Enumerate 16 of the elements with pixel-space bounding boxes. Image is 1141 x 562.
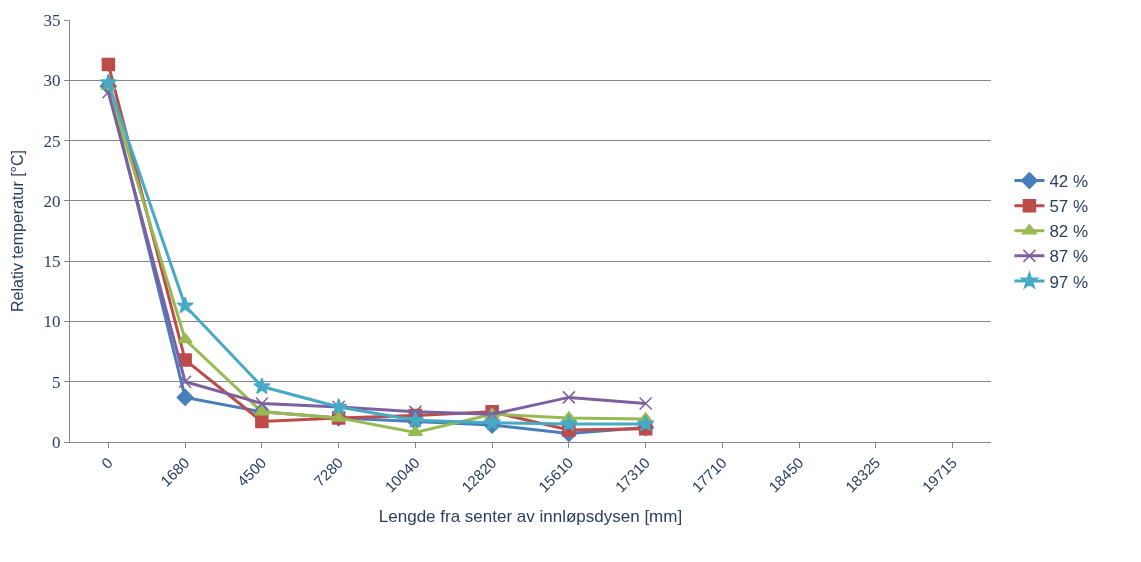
y-tick-label: 0 xyxy=(52,432,61,452)
y-tick-label: 5 xyxy=(52,372,61,392)
legend-label: 87 % xyxy=(1049,247,1089,267)
y-tick-label: 35 xyxy=(43,10,61,30)
legend-label: 82 % xyxy=(1049,222,1089,242)
y-tick-label: 10 xyxy=(43,312,61,332)
x-axis-title: Lengde fra senter av innløpsdysen [mm] xyxy=(378,506,683,526)
legend-label: 97 % xyxy=(1049,272,1089,292)
y-tick-label: 30 xyxy=(43,71,61,91)
legend-label: 42 % xyxy=(1049,172,1089,192)
y-tick-label: 20 xyxy=(43,191,61,211)
legend-label: 57 % xyxy=(1049,197,1089,217)
x-tick-label: 0 xyxy=(97,453,116,472)
y-axis-title: Relativ temperatur [°C] xyxy=(9,149,27,313)
y-tick-label: 25 xyxy=(43,131,61,151)
y-tick-label: 15 xyxy=(43,252,61,272)
